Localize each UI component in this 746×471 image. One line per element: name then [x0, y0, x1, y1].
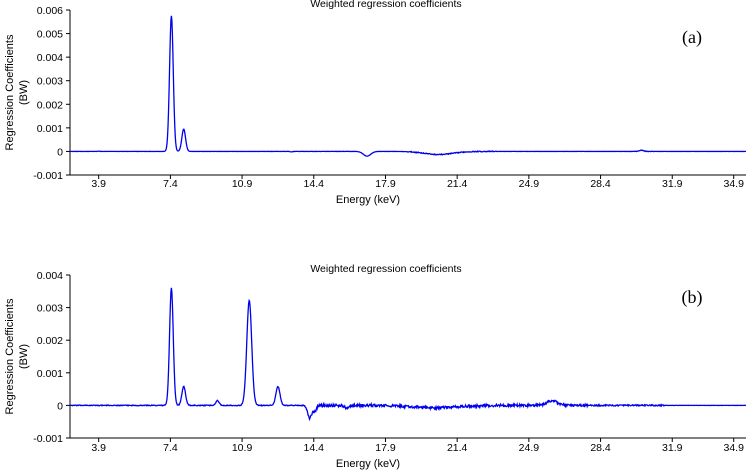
x-tick-label: 31.9 — [662, 178, 683, 190]
x-tick-label: 10.9 — [232, 178, 253, 190]
y-tick-label: 0.005 — [37, 29, 63, 41]
x-tick-label: 24.9 — [519, 178, 540, 190]
y-axis-label-unit: (BW) — [18, 80, 30, 105]
x-tick-label: 31.9 — [662, 442, 683, 454]
x-tick-label: 24.9 — [519, 442, 540, 454]
y-tick-label: 0.003 — [37, 76, 63, 88]
y-tick-label: 0.002 — [37, 335, 63, 347]
x-tick-label: 17.9 — [375, 442, 396, 454]
y-tick-label: 0.004 — [37, 52, 63, 64]
panel-label: (a) — [682, 27, 702, 48]
x-axis-label: Energy (keV) — [336, 194, 400, 206]
y-axis-label: Regression Coefficients — [4, 34, 16, 150]
series-line — [69, 287, 746, 422]
y-tick-label: 0 — [57, 400, 63, 412]
x-tick-label: 28.4 — [590, 442, 611, 454]
x-tick-label: 21.4 — [447, 178, 468, 190]
y-axis-label: Regression Coefficients — [4, 298, 16, 414]
x-tick-label: 14.4 — [304, 442, 325, 454]
y-tick-label: 0.003 — [37, 303, 63, 315]
chart-panel-a: Weighted regression coefficients 0.006 0.0… — [4, 0, 746, 206]
y-tick-label: 0.001 — [37, 368, 63, 380]
x-tick-label: 3.9 — [91, 178, 106, 190]
y-tick-label: -0.001 — [33, 170, 63, 182]
x-tick-label: 17.9 — [375, 178, 396, 190]
y-tick-label: 0 — [57, 146, 63, 158]
y-tick-label: 0.004 — [37, 270, 63, 282]
y-axis-label-unit: (BW) — [18, 344, 30, 369]
chart-title: Weighted regression coefficients — [310, 0, 461, 10]
chart-panel-b: Weighted regression coefficients 0.004 0.0… — [4, 263, 746, 470]
x-tick-label: 14.4 — [304, 178, 325, 190]
y-tick-label: 0.001 — [37, 123, 63, 135]
x-tick-label: 10.9 — [232, 442, 253, 454]
x-tick-label: 28.4 — [590, 178, 611, 190]
x-tick-label: 7.4 — [163, 178, 178, 190]
panel-label: (b) — [682, 287, 703, 308]
x-tick-label: 34.9 — [723, 442, 744, 454]
y-tick-label: 0.002 — [37, 99, 63, 111]
y-tick-label: 0.006 — [37, 5, 63, 17]
series-line — [70, 15, 746, 157]
chart-title: Weighted regression coefficients — [310, 263, 461, 275]
x-tick-label: 21.4 — [447, 442, 468, 454]
x-axis-label: Energy (keV) — [336, 458, 400, 470]
x-tick-label: 7.4 — [163, 442, 178, 454]
x-tick-label: 34.9 — [723, 178, 744, 190]
x-tick-label: 3.9 — [91, 442, 106, 454]
y-tick-label: -0.001 — [33, 433, 63, 445]
